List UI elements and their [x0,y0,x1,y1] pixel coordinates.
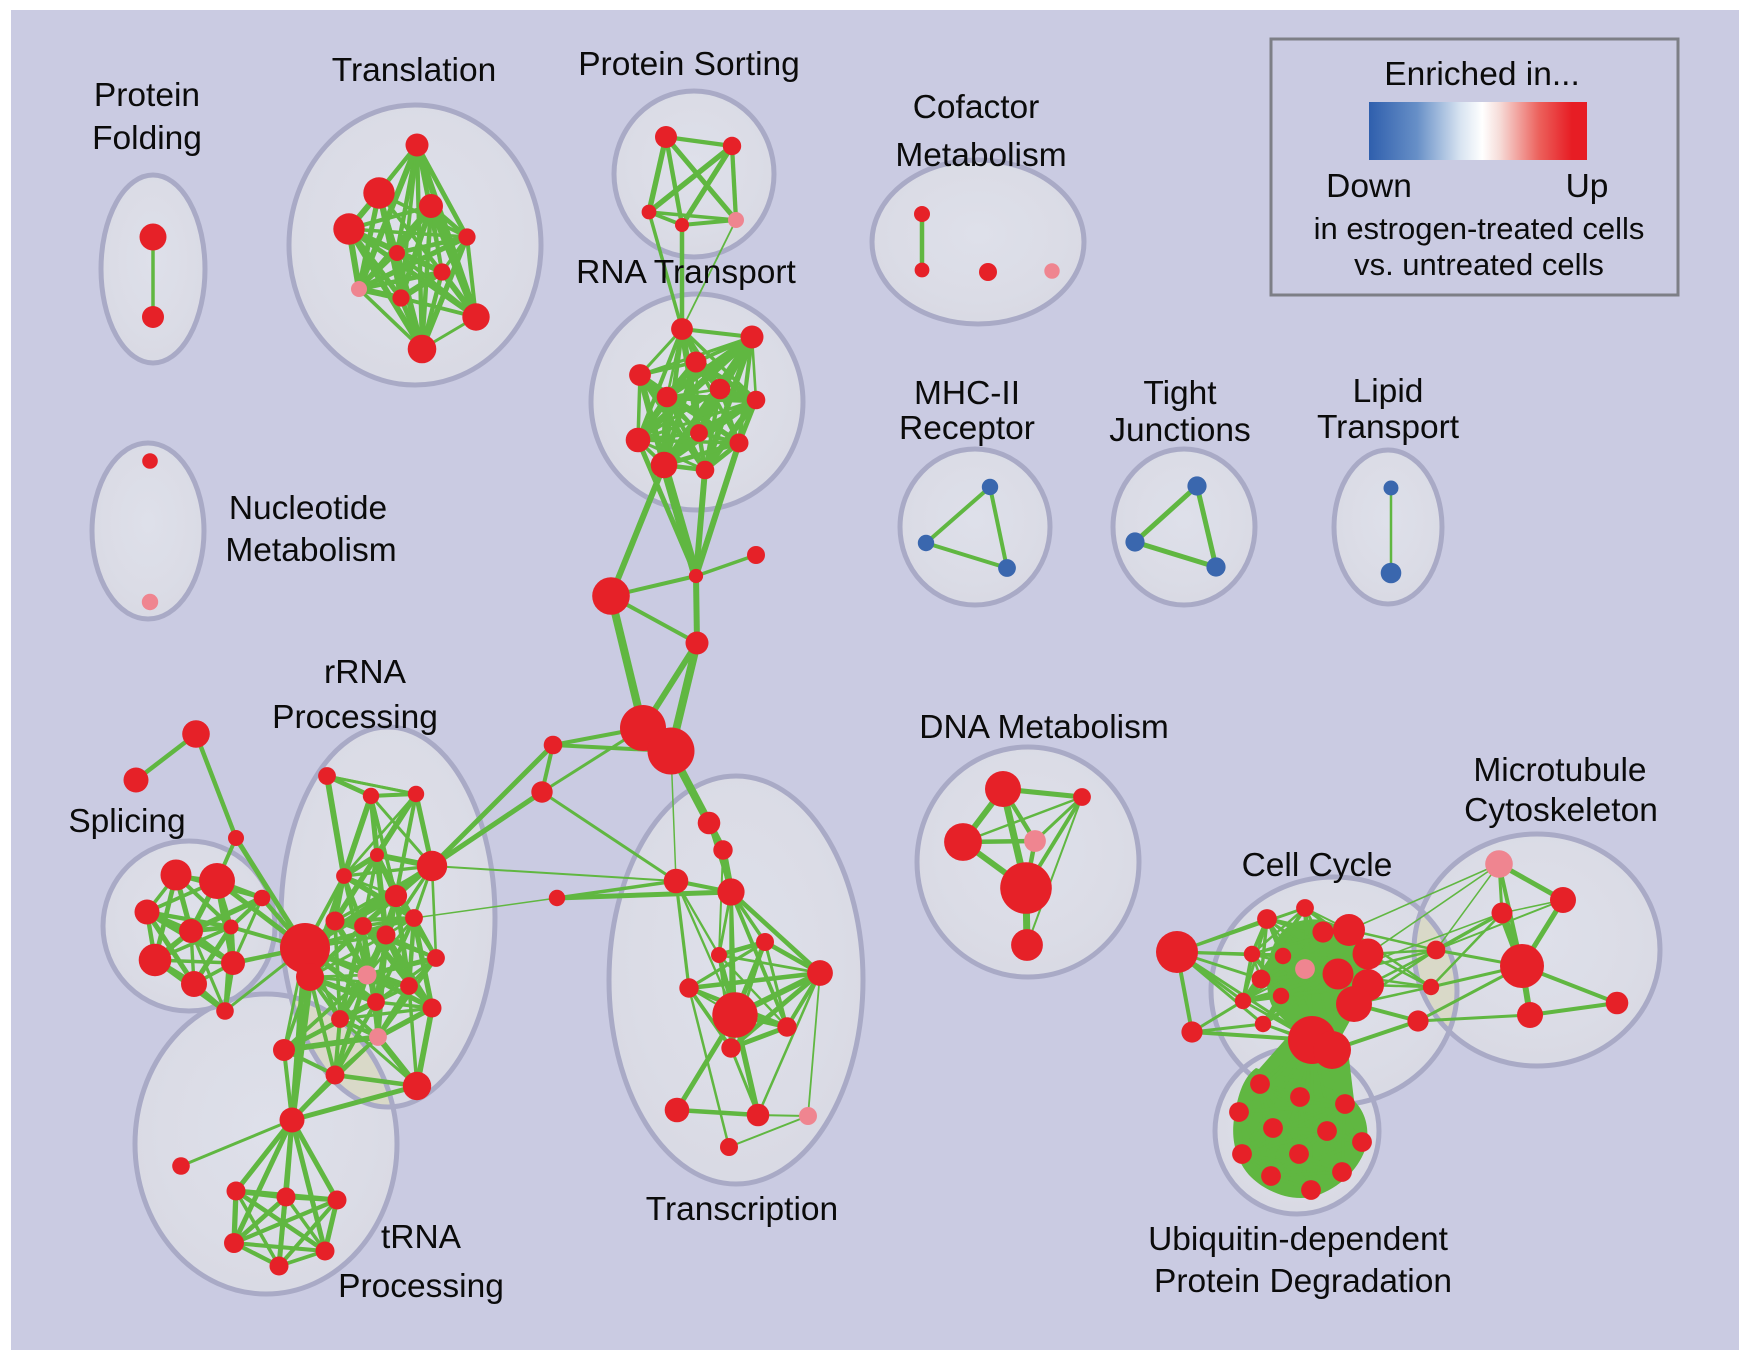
svg-text:in estrogen-treated cells: in estrogen-treated cells [1314,211,1645,246]
svg-text:Cofactor: Cofactor [913,89,1040,126]
svg-text:Lipid: Lipid [1353,373,1424,410]
svg-text:Cytoskeleton: Cytoskeleton [1464,792,1658,829]
svg-text:Ubiquitin-dependent: Ubiquitin-dependent [1148,1221,1449,1258]
svg-text:vs. untreated cells: vs. untreated cells [1354,247,1604,282]
svg-text:Transcription: Transcription [646,1191,838,1228]
svg-text:Metabolism: Metabolism [895,137,1066,174]
svg-text:Receptor: Receptor [899,410,1035,447]
svg-text:DNA Metabolism: DNA Metabolism [919,709,1168,746]
svg-text:tRNA: tRNA [381,1219,462,1256]
svg-text:RNA Transport: RNA Transport [576,254,796,291]
svg-text:rRNA: rRNA [324,654,407,691]
svg-text:Splicing: Splicing [68,803,185,840]
svg-text:Protein Sorting: Protein Sorting [578,46,800,83]
svg-text:Folding: Folding [92,120,202,157]
svg-text:MHC-II: MHC-II [914,375,1020,412]
svg-text:Transport: Transport [1317,409,1460,446]
svg-text:Processing: Processing [338,1268,504,1305]
svg-text:Protein: Protein [94,77,200,114]
svg-text:Up: Up [1566,168,1609,205]
svg-text:Metabolism: Metabolism [225,532,396,569]
svg-text:Enriched in...: Enriched in... [1384,56,1580,93]
svg-text:Cell Cycle: Cell Cycle [1242,847,1393,884]
svg-text:Protein Degradation: Protein Degradation [1154,1263,1452,1300]
svg-text:Junctions: Junctions [1109,412,1251,449]
svg-text:Microtubule: Microtubule [1473,752,1646,789]
svg-text:Down: Down [1326,168,1412,205]
svg-text:Translation: Translation [332,52,496,89]
svg-text:Nucleotide: Nucleotide [229,490,387,527]
svg-text:Processing: Processing [272,699,438,736]
svg-text:Tight: Tight [1143,375,1217,412]
